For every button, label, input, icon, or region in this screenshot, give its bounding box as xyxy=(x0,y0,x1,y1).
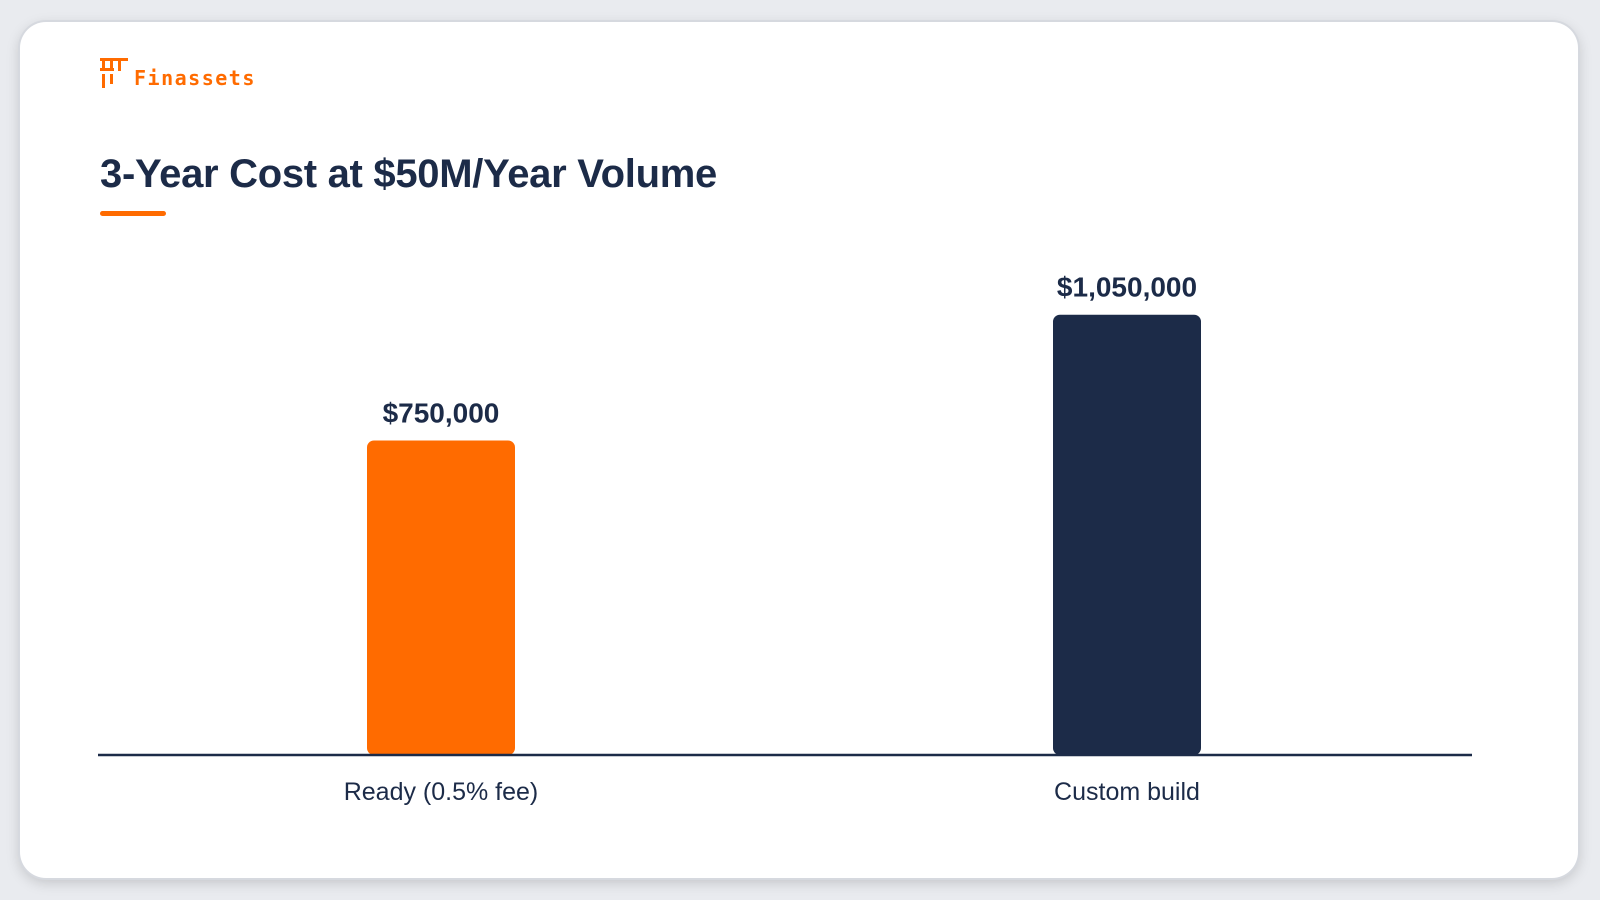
bar-0 xyxy=(367,440,515,755)
category-label-0: Ready (0.5% fee) xyxy=(344,778,539,806)
bar-1 xyxy=(1053,314,1201,755)
brand-logo: Finassets xyxy=(100,56,256,92)
page-title: 3-Year Cost at $50M/Year Volume xyxy=(100,152,717,196)
slide-card: Finassets 3-Year Cost at $50M/Year Volum… xyxy=(20,22,1578,878)
title-underline xyxy=(100,211,166,216)
bar-value-label-0: $750,000 xyxy=(383,398,500,429)
bar-chart: $750,000 Ready (0.5% fee) $1,050,000 Custom… xyxy=(98,272,1472,806)
finassets-logo-icon xyxy=(100,58,128,88)
bars-group xyxy=(367,314,1201,755)
logo-text: Finassets xyxy=(134,66,256,90)
bar-value-label-1: $1,050,000 xyxy=(1057,272,1197,303)
category-label-1: Custom build xyxy=(1054,778,1200,806)
labels-group: $750,000 Ready (0.5% fee) $1,050,000 Custom… xyxy=(344,272,1200,806)
